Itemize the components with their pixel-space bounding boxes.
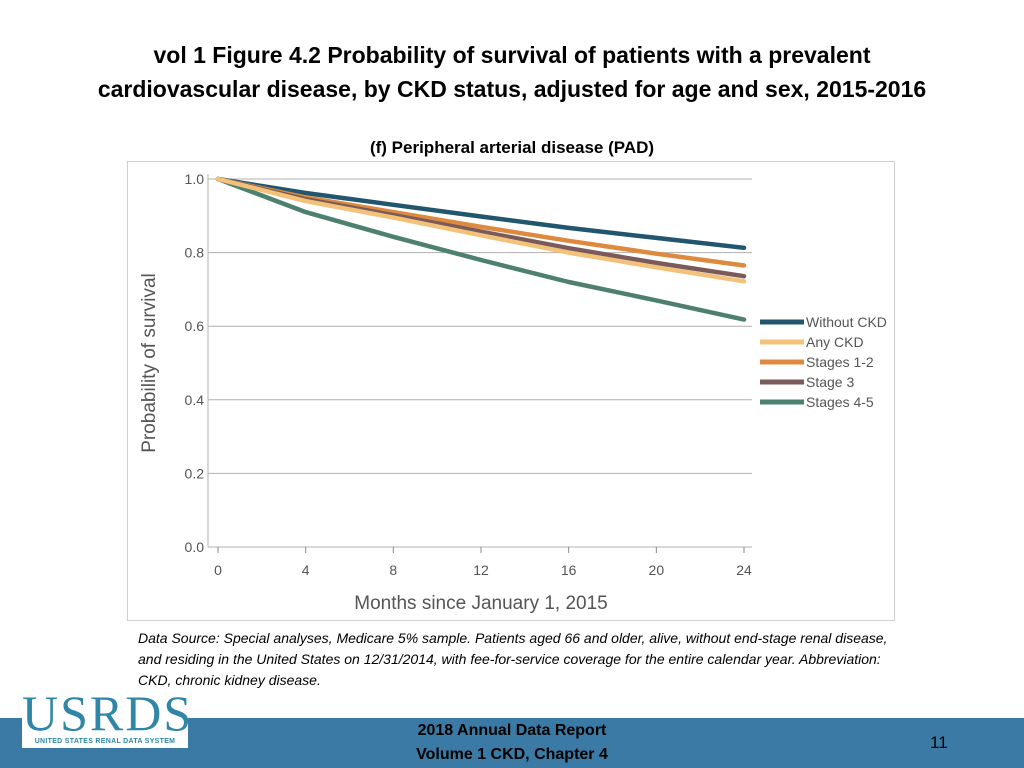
logo-text: USRDS (22, 685, 194, 741)
report-title: 2018 Annual Data Report (417, 722, 607, 739)
x-tick-label: 24 (736, 562, 752, 578)
x-tick-label: 16 (561, 562, 577, 578)
y-tick-label: 0.0 (185, 539, 205, 555)
slide-title-line-1: vol 1 Figure 4.2 Probability of survival… (153, 42, 871, 68)
page-number: 11 (930, 733, 948, 752)
usrds-logo: USRDS UNITED STATES RENAL DATA SYSTEM (22, 685, 194, 748)
legend-label: Stages 4-5 (806, 394, 874, 410)
chart-title: (f) Peripheral arterial disease (PAD) (369, 138, 655, 157)
x-tick-label: 20 (649, 562, 665, 578)
series-line-stages-4-5 (215, 176, 747, 322)
y-tick-label: 0.4 (185, 392, 205, 408)
legend-label: Stage 3 (806, 374, 854, 390)
survival-line-chart: 0.0 0.2 0.4 0.6 0.8 1.0 0 4 8 12 16 20 24 Months sinc… (139, 171, 887, 614)
x-tick-label: 12 (473, 562, 489, 578)
x-tick-label: 4 (302, 562, 310, 578)
chart-frame: 0.0 0.2 0.4 0.6 0.8 1.0 0 4 8 12 16 20 24 Months sinc… (127, 161, 895, 621)
y-axis-title: Probability of survival (139, 273, 160, 453)
legend-label: Any CKD (806, 334, 864, 350)
x-tick-label: 8 (389, 562, 397, 578)
slide-title: vol 1 Figure 4.2 Probability of survival… (30, 38, 994, 106)
series-line-without-ckd (215, 176, 747, 251)
y-tick-label: 0.2 (185, 465, 205, 481)
legend-label: Without CKD (806, 314, 887, 330)
y-tick-label: 0.8 (185, 245, 205, 261)
series-line-any-ckd (215, 176, 747, 284)
legend-label: Stages 1-2 (806, 354, 874, 370)
y-tick-label: 0.6 (185, 318, 205, 334)
x-tick-label: 0 (214, 562, 222, 578)
logo-subtext: UNITED STATES RENAL DATA SYSTEM (34, 738, 176, 745)
x-axis-title: Months since January 1, 2015 (354, 593, 608, 614)
data-source-footnote: Data Source: Special analyses, Medicare … (138, 630, 888, 688)
report-volume: Volume 1 CKD, Chapter 4 (416, 746, 608, 763)
y-tick-label: 1.0 (185, 171, 205, 187)
slide-title-line-2: cardiovascular disease, by CKD status, a… (97, 76, 927, 102)
